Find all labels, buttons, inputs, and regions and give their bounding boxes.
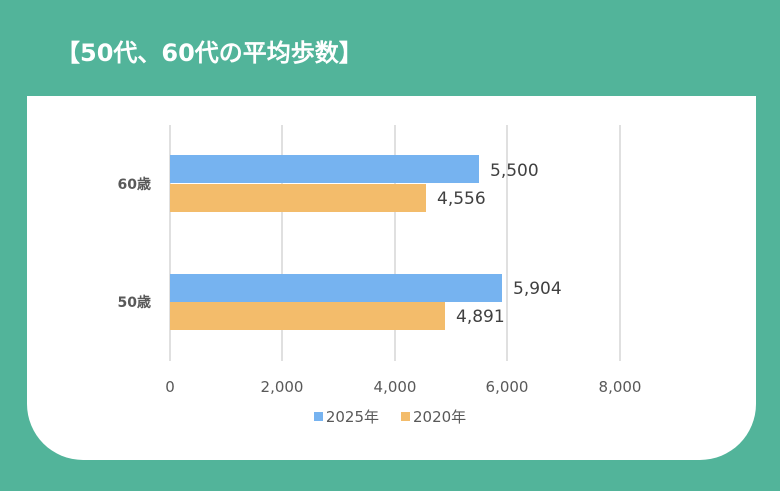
x-tick-2000: 2,000	[260, 378, 304, 396]
chart-title: 【50代、60代の平均歩数】	[56, 39, 363, 67]
x-tick-6000: 6,000	[485, 378, 529, 396]
value-label-60-2025: 5,500	[490, 161, 539, 181]
legend-label-2020: 2020年	[413, 408, 467, 426]
gridline-0	[169, 125, 171, 361]
category-label-60: 60歳	[117, 177, 151, 193]
bar-60-2020[interactable]	[170, 184, 426, 212]
x-tick-4000: 4,000	[373, 378, 417, 396]
category-label-50: 50歳	[117, 295, 151, 311]
bar-50-2020[interactable]	[170, 302, 445, 330]
x-tick-8000: 8,000	[598, 378, 642, 396]
bar-50-2025[interactable]	[170, 274, 502, 302]
gridline-2000	[281, 125, 283, 361]
gridline-6000	[506, 125, 508, 361]
gridline-4000	[394, 125, 396, 361]
legend-swatch-2020-icon	[401, 412, 410, 421]
legend-item-2020[interactable]: 2020年	[401, 406, 466, 427]
value-label-60-2020: 4,556	[437, 189, 486, 209]
legend-label-2025: 2025年	[325, 408, 379, 426]
legend-item-2025[interactable]: 2025年	[313, 406, 379, 427]
value-label-50-2025: 5,904	[513, 279, 562, 299]
bar-60-2025[interactable]	[170, 155, 479, 183]
legend-swatch-2025-icon	[313, 412, 323, 421]
value-label-50-2020: 4,891	[456, 307, 505, 327]
legend: 2025年 2020年	[0, 406, 780, 427]
gridline-8000	[619, 125, 621, 361]
x-tick-0: 0	[165, 378, 175, 396]
